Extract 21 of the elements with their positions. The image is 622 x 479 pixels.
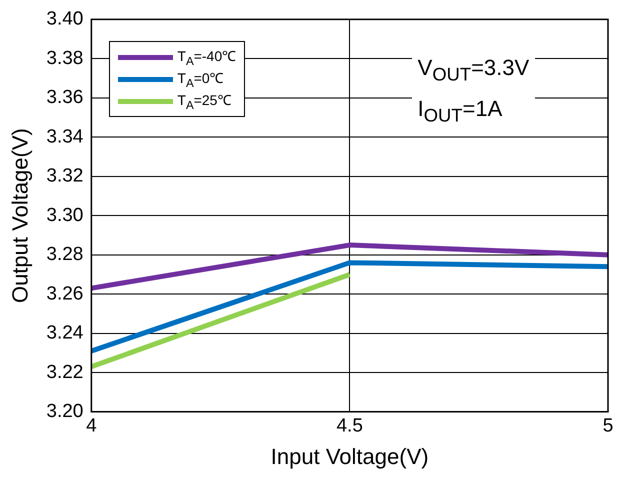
x-axis-title: Input Voltage(V) [270,444,429,469]
y-tick-label: 3.20 [46,401,84,422]
annotation: V$_{OUT}$=3.3V [418,54,530,87]
y-tick-label: 3.28 [46,244,84,266]
legend-label: T$_{A}$=25℃ [177,91,232,112]
y-tick-label: 3.22 [46,362,84,383]
y-tick-label: 3.24 [46,322,84,344]
y-tick-label: 3.34 [46,126,84,148]
y-tick-label: 3.36 [46,87,84,108]
y-axis-title: Output Voltage(V) [7,128,32,304]
x-tick-label: 4 [86,415,98,436]
annotation: I$_{OUT}$=1A [418,94,504,128]
legend-label: T$_{A}$=0℃ [177,69,224,90]
x-tick-label: 4.5 [336,415,363,436]
y-tick-label: 3.26 [46,283,84,304]
y-tick-label: 3.30 [46,204,84,226]
y-tick-label: 3.40 [46,8,84,30]
x-tick-label: 5 [602,415,614,436]
y-tick-label: 3.32 [46,166,84,187]
y-tick-label: 3.38 [46,48,84,69]
legend-label: T$_{A}$=-40℃ [177,47,236,68]
